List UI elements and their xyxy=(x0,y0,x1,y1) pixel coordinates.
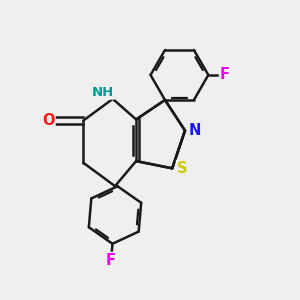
Text: F: F xyxy=(220,68,230,82)
Text: O: O xyxy=(42,113,55,128)
Text: S: S xyxy=(177,161,188,176)
Text: NH: NH xyxy=(92,86,114,99)
Text: F: F xyxy=(106,253,116,268)
Text: N: N xyxy=(189,123,201,138)
